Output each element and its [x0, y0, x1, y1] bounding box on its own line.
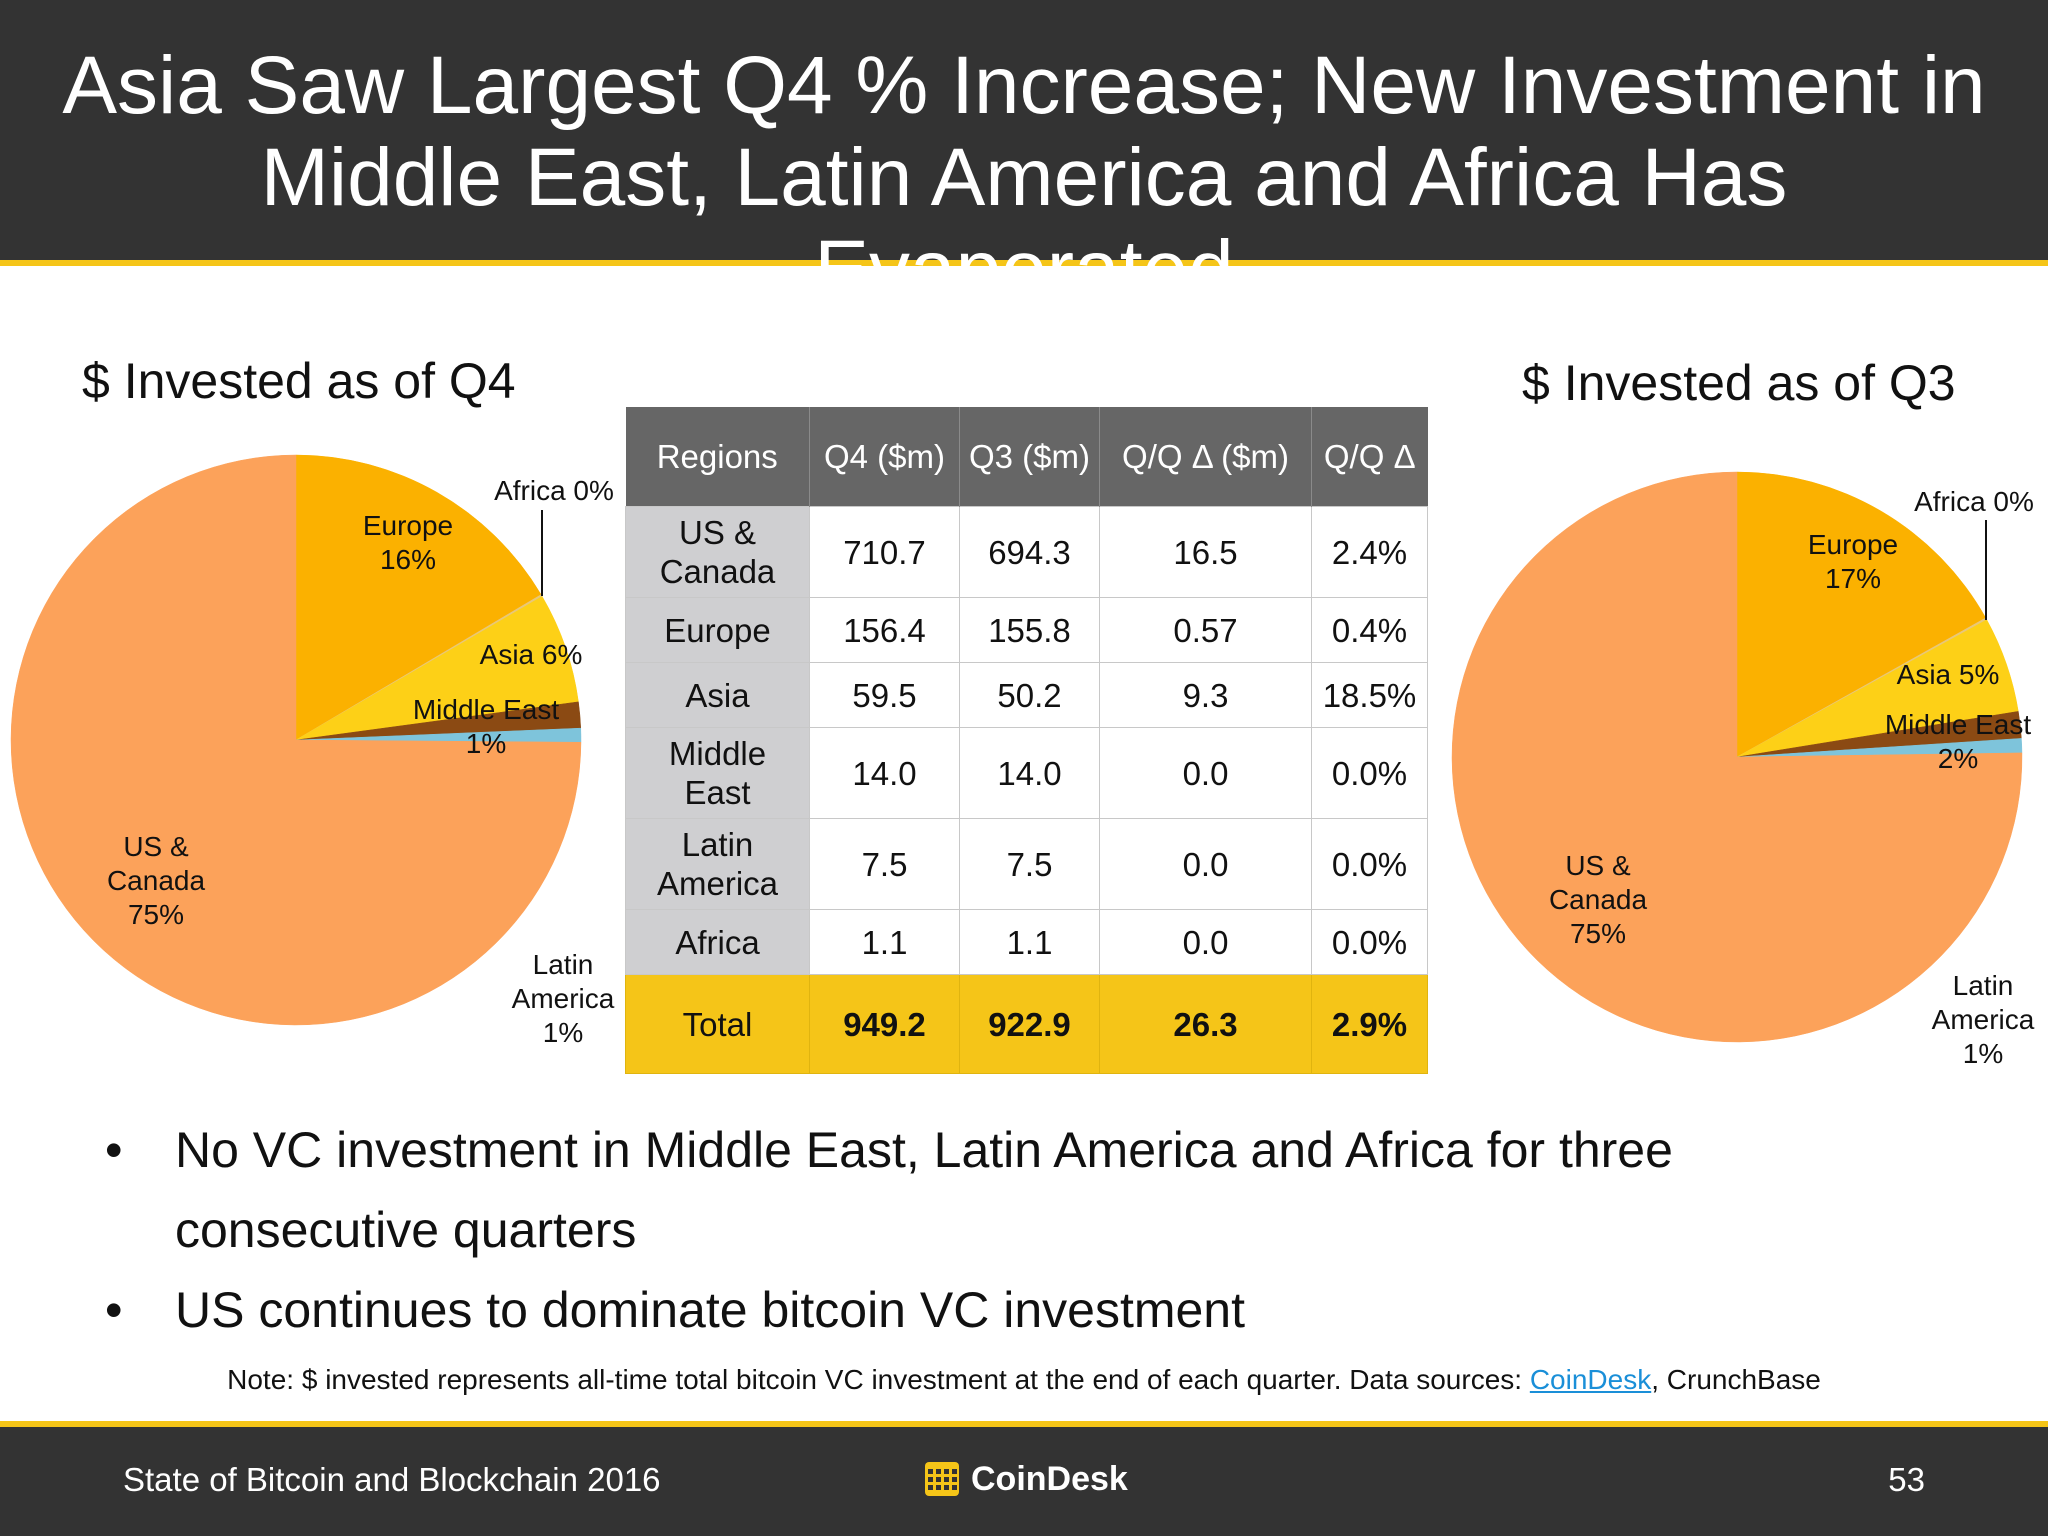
pie-label-africa: Africa 0%	[494, 475, 614, 506]
table-cell: 710.7	[809, 506, 960, 598]
table-cell: 50.2	[959, 662, 1100, 728]
table-row: Europe 156.4 155.8 0.57 0.4%	[625, 597, 1428, 663]
pie-label-europe: Europe 17%	[1808, 529, 1898, 594]
table-cell: 14.0	[809, 727, 960, 819]
column-header: Q4 ($m)	[809, 407, 960, 507]
coindesk-logo-icon	[925, 1462, 959, 1496]
total-cell: 949.2	[809, 974, 960, 1074]
slide-title-line2: Middle East, Latin America and Africa Ha…	[260, 132, 1788, 315]
bullet-item: • No VC investment in Middle East, Latin…	[105, 1110, 1955, 1270]
table-row: Asia 59.5 50.2 9.3 18.5%	[625, 662, 1428, 728]
table-row: US & Canada 710.7 694.3 16.5 2.4%	[625, 506, 1428, 598]
pie-label-middle-east: Middle East 2%	[1885, 709, 2032, 774]
table-cell: 16.5	[1099, 506, 1312, 598]
q3-chart-title: $ Invested as of Q3	[1522, 355, 1956, 411]
pie-label-asia: Asia 5%	[1897, 659, 2000, 690]
table-cell: 694.3	[959, 506, 1100, 598]
table-row: Africa 1.1 1.1 0.0 0.0%	[625, 909, 1428, 975]
pie-slice-us-and-canada	[1451, 471, 2023, 1043]
q4-pie-chart: Europe 16% Africa 0% Asia 6% Middle East 1% La…	[10, 454, 615, 1048]
table-cell: 156.4	[809, 597, 960, 663]
pie-label-latin-america: Latin America 1%	[1932, 970, 2035, 1069]
table-cell: 0.0%	[1311, 909, 1428, 975]
bullet-mark: •	[105, 1122, 123, 1178]
coindesk-link[interactable]: CoinDesk	[1529, 1364, 1652, 1395]
total-cell: 26.3	[1099, 974, 1312, 1074]
bullet-text-line1: US continues to dominate bitcoin VC inve…	[175, 1282, 1245, 1338]
total-label-cell: Total	[625, 974, 810, 1074]
page-number: 53	[1888, 1461, 1925, 1498]
table-cell: 0.0%	[1311, 727, 1428, 819]
region-cell: Asia	[625, 662, 810, 728]
table-cell: 0.0%	[1311, 818, 1428, 910]
table-cell: 1.1	[959, 909, 1100, 975]
slide-header: Asia Saw Largest Q4 % Increase; New Inve…	[0, 0, 2048, 315]
table-cell: 0.0	[1099, 727, 1312, 819]
footer-deck-title: State of Bitcoin and Blockchain 2016	[123, 1461, 661, 1498]
table-cell: 0.0	[1099, 909, 1312, 975]
bullet-mark: •	[105, 1282, 123, 1338]
pie-label-africa: Africa 0%	[1914, 486, 2034, 517]
footer-logo: CoinDesk	[925, 1457, 1128, 1501]
pie-slice-us-and-canada	[10, 454, 582, 1026]
pie-label-latin-america: Latin America 1%	[512, 949, 615, 1048]
region-cell: US & Canada	[625, 506, 810, 598]
table-cell: 59.5	[809, 662, 960, 728]
column-header: Q3 ($m)	[959, 407, 1100, 507]
total-cell: 2.9%	[1311, 974, 1428, 1074]
table-cell: 0.57	[1099, 597, 1312, 663]
note-prefix: Note: $ invested represents all-time tot…	[227, 1364, 1530, 1395]
q4-chart-title: $ Invested as of Q4	[82, 353, 516, 409]
table-cell: 18.5%	[1311, 662, 1428, 728]
q3-pie-chart: Europe 17% Africa 0% Asia 5% Middle East 2% La…	[1451, 471, 2035, 1069]
table-header-row: Regions Q4 ($m) Q3 ($m) Q/Q Δ ($m) Q/Q Δ	[625, 407, 1428, 507]
region-cell: Africa	[625, 909, 810, 975]
footer-logo-text: CoinDesk	[971, 1459, 1128, 1498]
slide-title-line1: Asia Saw Largest Q4 % Increase; New Inve…	[62, 40, 1986, 131]
bullet-text-line1: No VC investment in Middle East, Latin A…	[175, 1122, 1673, 1178]
slide-footer: State of Bitcoin and Blockchain 2016 Coi…	[0, 1421, 2048, 1536]
pie-label-us-and-canada: US & Canada 75%	[1549, 850, 1648, 949]
pie-label-asia: Asia 6%	[480, 639, 583, 670]
investment-table: Regions Q4 ($m) Q3 ($m) Q/Q Δ ($m) Q/Q Δ…	[625, 407, 1428, 1074]
total-cell: 922.9	[959, 974, 1100, 1074]
pie-label-middle-east: Middle East 1%	[413, 694, 560, 759]
table-cell: 1.1	[809, 909, 960, 975]
pie-label-europe: Europe 16%	[363, 510, 453, 575]
region-cell: Latin America	[625, 818, 810, 910]
table-cell: 2.4%	[1311, 506, 1428, 598]
region-cell: Middle East	[625, 727, 810, 819]
table-cell: 0.4%	[1311, 597, 1428, 663]
region-cell: Europe	[625, 597, 810, 663]
column-header: Q/Q Δ ($m)	[1099, 407, 1312, 507]
table-row: Middle East 14.0 14.0 0.0 0.0%	[625, 727, 1428, 819]
bullet-text-line2: consecutive quarters	[175, 1202, 637, 1258]
table-cell: 14.0	[959, 727, 1100, 819]
slide-title: Asia Saw Largest Q4 % Increase; New Inve…	[40, 40, 2008, 316]
table-row: Latin America 7.5 7.5 0.0 0.0%	[625, 818, 1428, 910]
bullet-item: • US continues to dominate bitcoin VC in…	[105, 1270, 1955, 1350]
note-suffix: , CrunchBase	[1651, 1364, 1821, 1395]
column-header: Regions	[625, 407, 810, 507]
table-total-row: Total 949.2 922.9 26.3 2.9%	[625, 974, 1428, 1074]
table-cell: 155.8	[959, 597, 1100, 663]
pie-slice-europe	[1736, 471, 1987, 758]
table-cell: 7.5	[809, 818, 960, 910]
table-cell: 0.0	[1099, 818, 1312, 910]
source-note: Note: $ invested represents all-time tot…	[0, 1362, 2048, 1398]
table-cell: 7.5	[959, 818, 1100, 910]
bullet-list: • No VC investment in Middle East, Latin…	[105, 1110, 1955, 1350]
pie-label-us-and-canada: US & Canada 75%	[107, 831, 206, 930]
pie-slice-europe	[295, 454, 542, 741]
column-header: Q/Q Δ	[1311, 407, 1428, 507]
table-cell: 9.3	[1099, 662, 1312, 728]
